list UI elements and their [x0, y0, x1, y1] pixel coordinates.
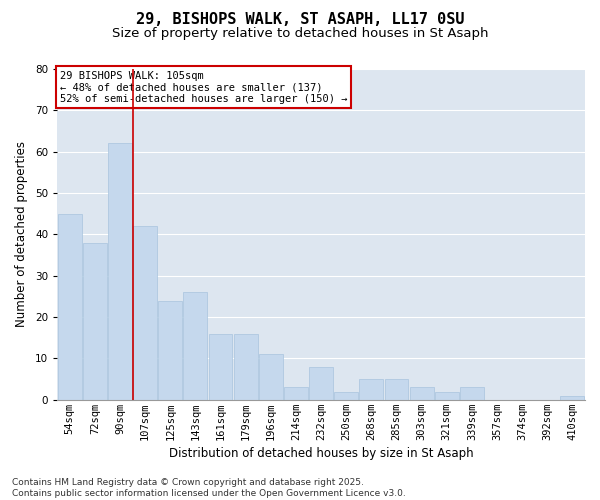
Text: 29, BISHOPS WALK, ST ASAPH, LL17 0SU: 29, BISHOPS WALK, ST ASAPH, LL17 0SU	[136, 12, 464, 28]
Bar	[209, 334, 232, 400]
Bar	[334, 392, 358, 400]
Bar	[133, 226, 157, 400]
Bar	[309, 366, 333, 400]
Bar	[108, 144, 132, 400]
Text: Size of property relative to detached houses in St Asaph: Size of property relative to detached ho…	[112, 28, 488, 40]
Bar	[359, 379, 383, 400]
Bar	[184, 292, 207, 400]
Bar	[259, 354, 283, 400]
Bar	[284, 388, 308, 400]
Bar	[83, 242, 107, 400]
Bar	[385, 379, 409, 400]
Bar	[410, 388, 434, 400]
Bar	[58, 214, 82, 400]
Bar	[560, 396, 584, 400]
X-axis label: Distribution of detached houses by size in St Asaph: Distribution of detached houses by size …	[169, 447, 473, 460]
Text: Contains HM Land Registry data © Crown copyright and database right 2025.
Contai: Contains HM Land Registry data © Crown c…	[12, 478, 406, 498]
Y-axis label: Number of detached properties: Number of detached properties	[15, 142, 28, 328]
Bar	[435, 392, 458, 400]
Bar	[158, 300, 182, 400]
Bar	[233, 334, 257, 400]
Bar	[460, 388, 484, 400]
Text: 29 BISHOPS WALK: 105sqm
← 48% of detached houses are smaller (137)
52% of semi-d: 29 BISHOPS WALK: 105sqm ← 48% of detache…	[60, 70, 347, 104]
